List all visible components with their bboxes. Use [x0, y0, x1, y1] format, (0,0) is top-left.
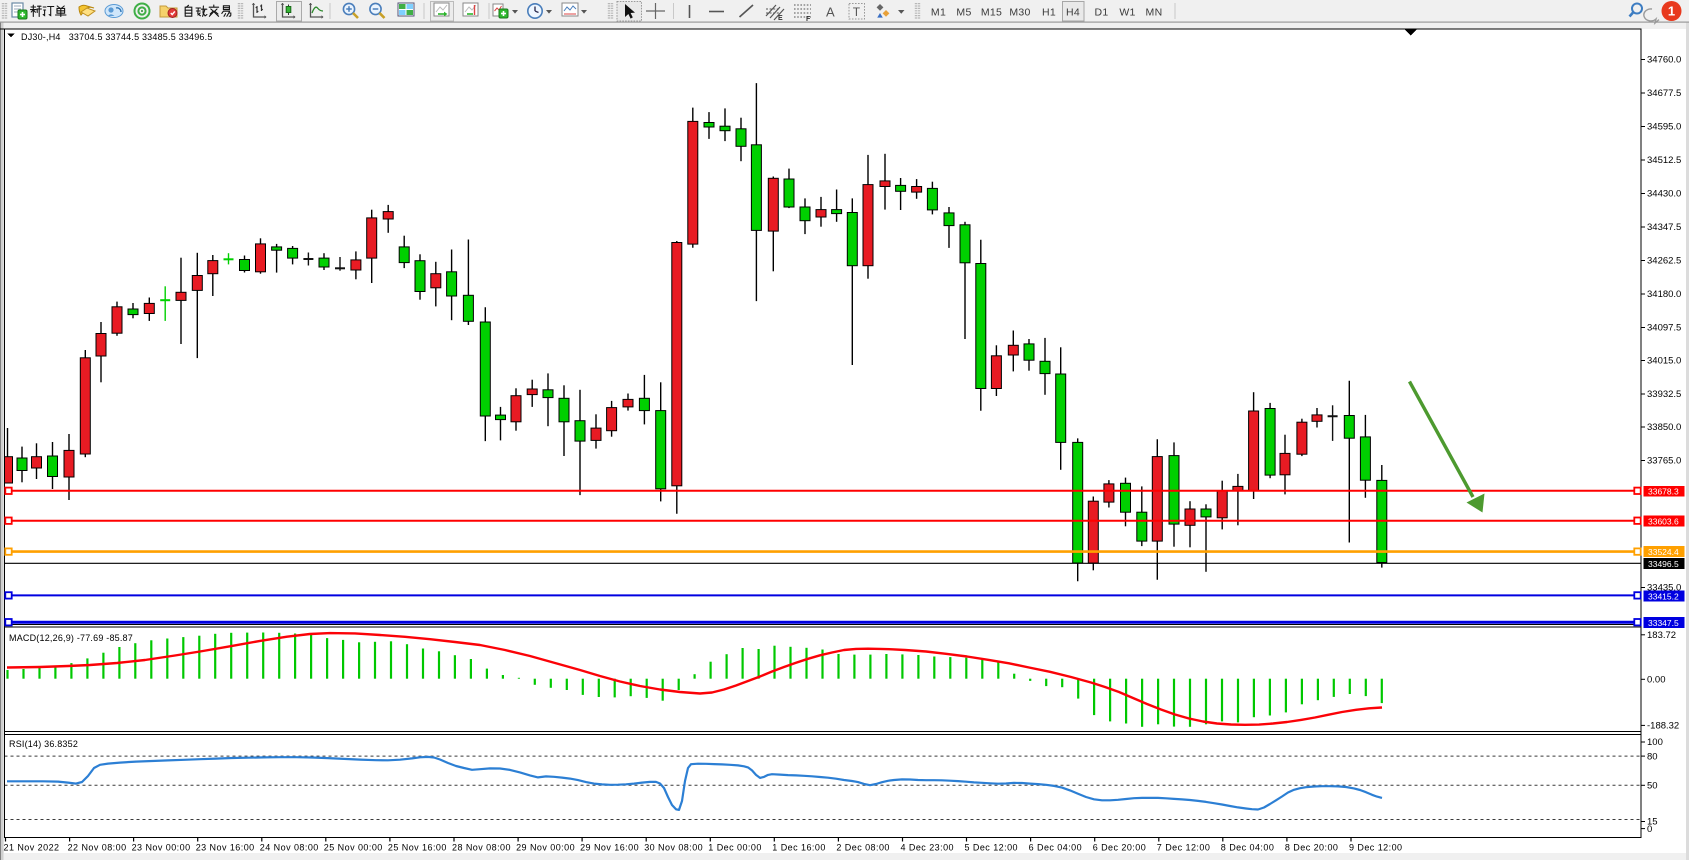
svg-text:34430.0: 34430.0	[1647, 189, 1681, 200]
svg-text:25 Nov 16:00: 25 Nov 16:00	[388, 843, 447, 853]
svg-text:33496.5: 33496.5	[1648, 559, 1679, 569]
svg-text:34760.0: 34760.0	[1647, 55, 1681, 66]
svg-text:6 Dec 04:00: 6 Dec 04:00	[1029, 843, 1082, 853]
svg-text:H1: H1	[1042, 7, 1056, 19]
svg-text:RSI(14) 36.8352: RSI(14) 36.8352	[9, 739, 78, 749]
svg-text:33765.0: 33765.0	[1647, 456, 1681, 467]
svg-text:34015.0: 34015.0	[1647, 356, 1681, 367]
svg-text:9 Dec 12:00: 9 Dec 12:00	[1349, 843, 1402, 853]
svg-text:0: 0	[1647, 824, 1652, 835]
svg-text:34097.5: 34097.5	[1647, 323, 1681, 334]
svg-text:33435.0: 33435.0	[1647, 583, 1681, 594]
svg-text:A: A	[826, 5, 835, 20]
svg-text:M1: M1	[931, 7, 946, 19]
svg-text:8 Dec 04:00: 8 Dec 04:00	[1221, 843, 1274, 853]
svg-text:8 Dec 20:00: 8 Dec 20:00	[1285, 843, 1338, 853]
svg-text:M15: M15	[981, 7, 1002, 19]
svg-text:33415.2: 33415.2	[1648, 591, 1679, 601]
svg-text:33347.5: 33347.5	[1648, 618, 1679, 628]
svg-text:34180.0: 34180.0	[1647, 289, 1681, 300]
svg-text:-188.32: -188.32	[1647, 721, 1679, 732]
svg-text:DJ30-,H4 33704.5 33744.5 334: DJ30-,H4 33704.5 33744.5 33485.5 33496.5	[21, 32, 213, 42]
svg-text:15: 15	[1647, 817, 1658, 828]
svg-text:183.72: 183.72	[1647, 630, 1676, 641]
svg-text:34512.5: 34512.5	[1647, 155, 1681, 166]
svg-text:34347.5: 34347.5	[1647, 222, 1681, 233]
svg-text:21 Nov 2022: 21 Nov 2022	[4, 843, 60, 853]
svg-text:2 Dec 08:00: 2 Dec 08:00	[836, 843, 889, 853]
svg-text:22 Nov 08:00: 22 Nov 08:00	[68, 843, 127, 853]
svg-text:F: F	[806, 16, 811, 23]
svg-text:7 Dec 12:00: 7 Dec 12:00	[1157, 843, 1210, 853]
svg-text:80: 80	[1647, 751, 1658, 762]
svg-text:34595.0: 34595.0	[1647, 122, 1681, 133]
svg-text:5 Dec 12:00: 5 Dec 12:00	[965, 843, 1018, 853]
svg-text:0.00: 0.00	[1647, 675, 1666, 686]
svg-text:29 Nov 00:00: 29 Nov 00:00	[516, 843, 575, 853]
svg-text:33524.4: 33524.4	[1648, 547, 1679, 557]
svg-text:1 Dec 16:00: 1 Dec 16:00	[772, 843, 825, 853]
svg-text:100: 100	[1647, 737, 1663, 748]
svg-text:D1: D1	[1094, 7, 1108, 19]
svg-text:33932.5: 33932.5	[1647, 389, 1681, 400]
svg-text:25 Nov 00:00: 25 Nov 00:00	[324, 843, 383, 853]
svg-text:H4: H4	[1066, 7, 1080, 19]
svg-text:33603.6: 33603.6	[1648, 516, 1679, 526]
svg-text:4 Dec 23:00: 4 Dec 23:00	[901, 843, 954, 853]
svg-text:34677.5: 34677.5	[1647, 88, 1681, 99]
svg-text:50: 50	[1647, 781, 1658, 792]
svg-text:T: T	[853, 5, 861, 19]
svg-text:E: E	[778, 15, 783, 22]
svg-text:30 Nov 08:00: 30 Nov 08:00	[644, 843, 703, 853]
svg-text:6 Dec 20:00: 6 Dec 20:00	[1093, 843, 1146, 853]
svg-text:29 Nov 16:00: 29 Nov 16:00	[580, 843, 639, 853]
svg-text:28 Nov 08:00: 28 Nov 08:00	[452, 843, 511, 853]
svg-text:1 Dec 00:00: 1 Dec 00:00	[708, 843, 761, 853]
svg-text:MACD(12,26,9) -77.69 -85.87: MACD(12,26,9) -77.69 -85.87	[9, 633, 133, 643]
svg-text:23 Nov 00:00: 23 Nov 00:00	[132, 843, 191, 853]
svg-text:MN: MN	[1146, 7, 1163, 19]
svg-text:33850.0: 33850.0	[1647, 422, 1681, 433]
svg-text:23 Nov 16:00: 23 Nov 16:00	[196, 843, 255, 853]
svg-text:M5: M5	[956, 7, 971, 19]
svg-text:34262.5: 34262.5	[1647, 256, 1681, 267]
svg-text:1: 1	[1668, 4, 1675, 19]
svg-text:W1: W1	[1119, 7, 1135, 19]
svg-text:24 Nov 08:00: 24 Nov 08:00	[260, 843, 319, 853]
svg-text:33678.3: 33678.3	[1648, 487, 1679, 497]
svg-text:M30: M30	[1009, 7, 1030, 19]
